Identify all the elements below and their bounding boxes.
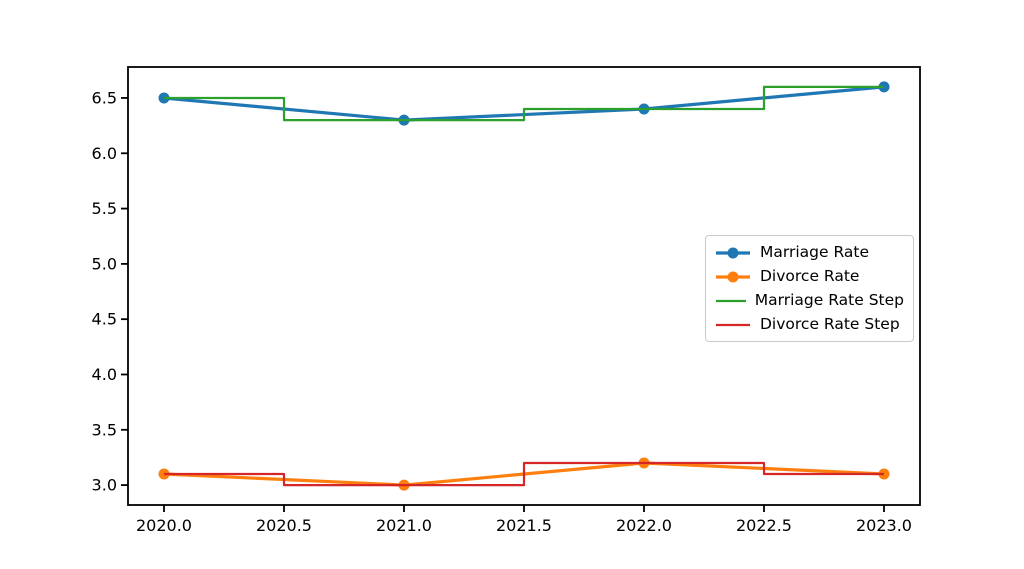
x-tick-label: 2022.5 bbox=[736, 516, 792, 535]
y-tick-label: 4.5 bbox=[92, 310, 117, 329]
y-tick-label: 3.5 bbox=[92, 420, 117, 439]
marriage-rate-step-line bbox=[164, 85, 884, 122]
divorce-rate-legend-line-icon bbox=[716, 271, 750, 282]
divorce-rate-step-line bbox=[164, 461, 884, 487]
y-tick-label: 5.5 bbox=[92, 199, 117, 218]
x-tick-label: 2021.0 bbox=[376, 516, 432, 535]
x-tick-label: 2020.5 bbox=[256, 516, 312, 535]
x-tick-label: 2021.5 bbox=[496, 516, 552, 535]
legend-label: Divorce Rate Step bbox=[760, 314, 900, 333]
x-tick-label: 2020.0 bbox=[136, 516, 192, 535]
divorce-rate-step-legend-line-icon bbox=[716, 323, 750, 326]
legend-entry-marriage-rate-step: Marriage Rate Step bbox=[715, 290, 904, 311]
x-tick-label: 2023.0 bbox=[856, 516, 912, 535]
legend-entry-marriage-rate: Marriage Rate bbox=[715, 242, 904, 263]
y-tick-label: 6.5 bbox=[92, 88, 117, 107]
legend-label: Marriage Rate bbox=[760, 242, 869, 261]
y-tick-label: 4.0 bbox=[92, 365, 117, 384]
x-tick-label: 2022.0 bbox=[616, 516, 672, 535]
legend-entry-divorce-rate: Divorce Rate bbox=[715, 266, 904, 287]
marriage-rate-legend-line-icon bbox=[716, 247, 750, 258]
legend-label: Divorce Rate bbox=[760, 266, 860, 285]
y-tick-label: 6.0 bbox=[92, 144, 117, 163]
legend-entry-divorce-rate-step: Divorce Rate Step bbox=[715, 314, 904, 335]
y-tick-label: 3.0 bbox=[92, 476, 117, 495]
marriage-rate-step-legend-line-icon bbox=[716, 299, 746, 302]
legend-label: Marriage Rate Step bbox=[754, 290, 904, 309]
legend: Marriage Rate Divorce Rate Marriage Rate S… bbox=[705, 235, 914, 342]
y-tick-label: 5.0 bbox=[92, 254, 117, 273]
axes-spines bbox=[127, 66, 921, 506]
